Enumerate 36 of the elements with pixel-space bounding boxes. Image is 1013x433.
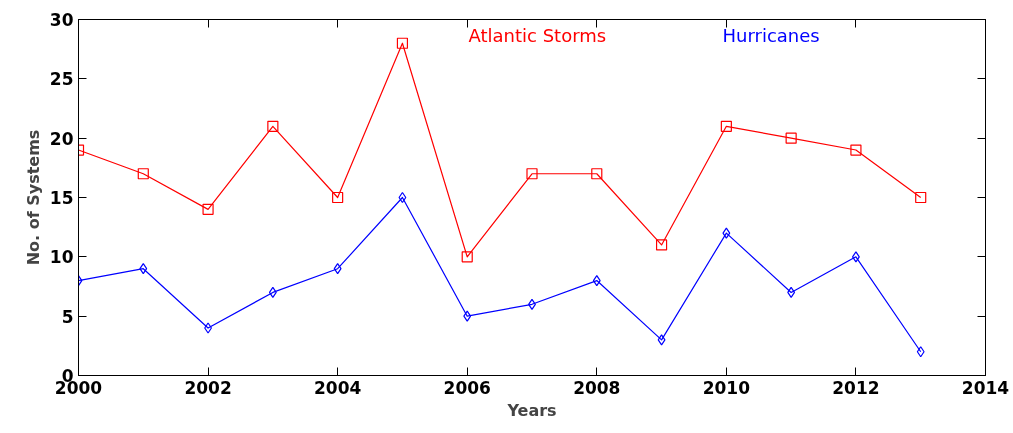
point <box>137 168 149 180</box>
point <box>526 168 538 180</box>
point <box>915 191 927 204</box>
y-tick-label: 10 <box>49 247 74 268</box>
point <box>916 346 925 358</box>
y-tick-label: 25 <box>49 69 74 90</box>
x-tick-label: 2012 <box>832 377 880 398</box>
point <box>461 251 473 263</box>
point <box>591 168 603 180</box>
point <box>785 132 797 144</box>
y-axis-title: No. of Systems <box>23 129 43 266</box>
text: Atlantic Storms <box>468 24 607 46</box>
x-tick-label: 2014 <box>961 377 1010 398</box>
y-tick-label: 15 <box>49 188 74 208</box>
point <box>202 203 214 215</box>
point <box>720 120 732 132</box>
point <box>267 120 279 132</box>
point <box>850 144 862 156</box>
point <box>396 37 409 49</box>
point <box>463 310 472 322</box>
x-axis-title: Years <box>506 400 557 420</box>
point <box>657 334 666 346</box>
point <box>655 239 668 251</box>
x-tick-label: 2010 <box>702 377 751 398</box>
point <box>333 263 342 275</box>
x-tick-label: 2008 <box>573 377 621 398</box>
point <box>332 191 344 204</box>
x-tick-label: 2002 <box>184 377 232 398</box>
y-tick-label: 20 <box>49 128 74 149</box>
y-tick-label: 5 <box>61 306 74 327</box>
y-tick-label: 30 <box>49 10 74 30</box>
x-tick-label: 2004 <box>313 377 362 398</box>
point <box>722 227 731 239</box>
text: Hurricanes <box>722 24 820 46</box>
x-tick-label: 2006 <box>443 377 491 398</box>
point <box>139 263 148 275</box>
